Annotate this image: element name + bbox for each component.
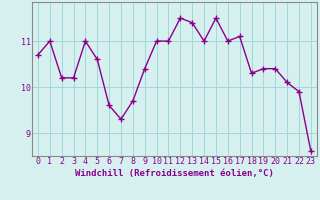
X-axis label: Windchill (Refroidissement éolien,°C): Windchill (Refroidissement éolien,°C) [75, 169, 274, 178]
